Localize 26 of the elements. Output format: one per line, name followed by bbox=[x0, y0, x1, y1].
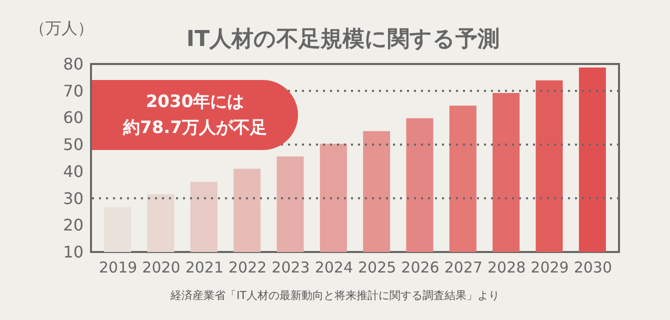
x-tick-label: 2020 bbox=[142, 258, 180, 276]
annotation: 2030年には bbox=[144, 91, 246, 114]
x-tick-label: 2026 bbox=[401, 258, 440, 276]
y-tick-label: 20 bbox=[63, 216, 84, 235]
y-tick-label: 80 bbox=[63, 54, 84, 74]
x-tick-label: 2022 bbox=[228, 258, 267, 276]
callout-box: 2030年には 約78.7万人が不足 bbox=[92, 80, 298, 150]
y-tick-label: 70 bbox=[63, 81, 84, 100]
x-tick-label: 2027 bbox=[444, 258, 483, 276]
x-tick-label: 2021 bbox=[185, 258, 224, 276]
chart-title: IT人材の不足規模に関する予測 bbox=[186, 27, 500, 52]
x-tick-label: 2025 bbox=[358, 258, 396, 276]
x-tick-label: 2029 bbox=[530, 258, 569, 276]
y-tick-label: 30 bbox=[63, 188, 84, 208]
y-tick-label: 10 bbox=[63, 242, 84, 262]
y-tick-label: 50 bbox=[63, 135, 84, 154]
x-tick-label: 2024 bbox=[314, 258, 354, 276]
x-tick-label: 2030 bbox=[574, 258, 612, 276]
x-tick-label: 2019 bbox=[98, 258, 138, 276]
annotation: 約78.7万人が不足 bbox=[122, 117, 268, 140]
text: 経済産業省「IT人材の最新動向と将来推計に関する調査結果」より bbox=[170, 288, 500, 303]
y-tick-label: 60 bbox=[63, 108, 84, 128]
x-tick-label: 2023 bbox=[272, 258, 310, 276]
y-axis-title: （万人） bbox=[30, 18, 94, 38]
y-tick-label: 40 bbox=[63, 162, 84, 181]
x-tick-label: 2028 bbox=[487, 258, 526, 276]
